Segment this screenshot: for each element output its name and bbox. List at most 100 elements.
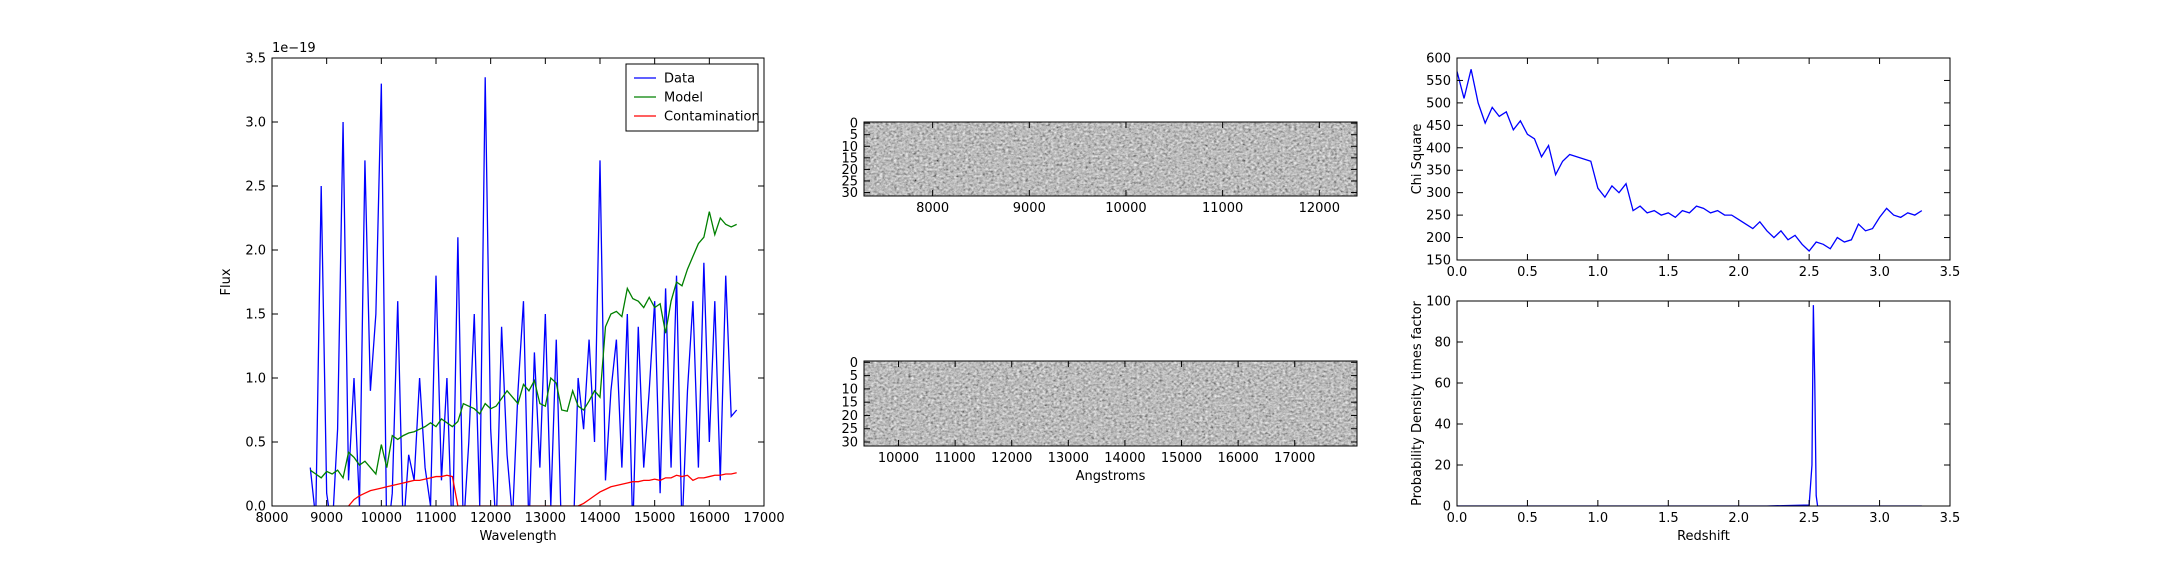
y-tick-label: 25 [841, 422, 858, 437]
series-line [1457, 305, 1922, 506]
x-tick-label: 12000 [991, 451, 1032, 466]
y-tick-label: 80 [1434, 336, 1451, 351]
x-tick-label: 2.5 [1799, 265, 1820, 280]
x-axis-label: Redshift [1677, 529, 1730, 544]
y-tick-label: 0 [1443, 500, 1451, 515]
y-tick-label: 2.5 [245, 180, 266, 195]
x-tick-label: 13000 [525, 511, 566, 526]
y-tick-label: 0 [850, 117, 858, 132]
y-tick-label: 10 [841, 382, 858, 397]
axes-frame [1456, 57, 1951, 261]
y-axis-label: Probability Density times factor [1410, 300, 1425, 505]
x-tick-label: 3.0 [1869, 265, 1890, 280]
y-tick-label: 150 [1426, 254, 1451, 269]
panel: 0.0 0.5 1.0 1.5 2.0 2.5 3.0 3.5 150 200 250 300 350 4… [1410, 52, 1960, 281]
x-tick-label: 9000 [310, 511, 343, 526]
y-axis-label: Chi Square [1410, 124, 1425, 195]
legend-label: Data [664, 72, 695, 87]
x-tick-label: 0.0 [1447, 511, 1468, 526]
axes-frame [863, 121, 1358, 197]
x-tick-label: 3.0 [1869, 511, 1890, 526]
spectrum-image [864, 361, 1357, 446]
x-tick-label: 3.5 [1940, 511, 1961, 526]
series-line [348, 472, 737, 506]
x-tick-label: 10000 [361, 511, 402, 526]
y-tick-label: 20 [1434, 459, 1451, 474]
legend-label: Contamination [664, 110, 760, 125]
x-axis-label: Angstroms [1076, 469, 1146, 484]
y-tick-label: 0.0 [245, 500, 266, 515]
x-tick-label: 11000 [934, 451, 975, 466]
x-tick-label: 2.0 [1728, 265, 1749, 280]
x-tick-label: 1.0 [1588, 265, 1609, 280]
y-offset-label: 1e−19 [272, 41, 316, 56]
panel: 8000 9000 10000 11000 12000 13000 14000 15000 16… [219, 41, 785, 544]
y-tick-label: 25 [841, 174, 858, 189]
y-tick-label: 200 [1426, 231, 1451, 246]
x-tick-label: 16000 [1217, 451, 1258, 466]
y-tick-label: 600 [1426, 52, 1451, 67]
y-tick-label: 550 [1426, 74, 1451, 89]
x-tick-label: 13000 [1048, 451, 1089, 466]
x-tick-label: 12000 [1299, 201, 1340, 216]
y-tick-label: 350 [1426, 164, 1451, 179]
x-tick-label: 17000 [743, 511, 784, 526]
x-tick-label: 9000 [1013, 201, 1046, 216]
y-axis-label: Flux [219, 268, 234, 295]
spectrum-image [864, 122, 1357, 196]
y-tick-label: 3.0 [245, 116, 266, 131]
y-tick-label: 15 [841, 396, 858, 411]
legend-label: Model [664, 91, 703, 106]
y-tick-label: 10 [841, 140, 858, 155]
x-tick-label: 0.5 [1517, 265, 1538, 280]
y-tick-label: 40 [1434, 418, 1451, 433]
y-tick-label: 30 [841, 186, 858, 201]
y-tick-label: 0 [850, 356, 858, 371]
plot-lines [309, 77, 738, 506]
x-tick-label: 15000 [634, 511, 675, 526]
x-tick-label: 10000 [1105, 201, 1146, 216]
plot-lines [1457, 69, 1923, 252]
y-tick-label: 300 [1426, 186, 1451, 201]
y-tick-label: 20 [841, 409, 858, 424]
x-tick-label: 12000 [470, 511, 511, 526]
series-line [309, 77, 738, 506]
axes-frame [863, 360, 1358, 447]
x-tick-label: 16000 [689, 511, 730, 526]
x-tick-label: 11000 [1202, 201, 1243, 216]
x-tick-label: 8000 [916, 201, 949, 216]
x-tick-label: 2.5 [1799, 511, 1820, 526]
y-tick-label: 20 [841, 163, 858, 178]
y-tick-label: 100 [1426, 295, 1451, 310]
x-axis-label: Wavelength [479, 529, 556, 544]
y-tick-label: 500 [1426, 96, 1451, 111]
y-tick-label: 15 [841, 151, 858, 166]
y-tick-label: 5 [850, 369, 858, 384]
y-tick-label: 0.5 [245, 436, 266, 451]
y-tick-label: 1.0 [245, 372, 266, 387]
x-tick-label: 0.5 [1517, 511, 1538, 526]
y-tick-label: 5 [850, 128, 858, 143]
x-tick-label: 1.5 [1658, 511, 1679, 526]
panel: 0.0 0.5 1.0 1.5 2.0 2.5 3.0 3.5 0 20 40 60 80 100 Reds… [1410, 295, 1960, 545]
y-tick-label: 3.5 [245, 52, 266, 67]
x-tick-label: 14000 [1104, 451, 1145, 466]
x-tick-label: 8000 [255, 511, 288, 526]
series-line [309, 211, 737, 480]
y-tick-label: 1.5 [245, 308, 266, 323]
x-tick-label: 10000 [878, 451, 919, 466]
y-tick-label: 60 [1434, 377, 1451, 392]
y-tick-label: 250 [1426, 209, 1451, 224]
x-tick-label: 15000 [1161, 451, 1202, 466]
x-tick-label: 0.0 [1447, 265, 1468, 280]
x-tick-label: 2.0 [1728, 511, 1749, 526]
x-tick-label: 3.5 [1940, 265, 1961, 280]
axes-frame [271, 57, 765, 507]
plot-lines [1457, 305, 1922, 506]
axes-frame [1456, 300, 1951, 507]
x-tick-label: 1.0 [1588, 511, 1609, 526]
y-tick-label: 400 [1426, 141, 1451, 156]
